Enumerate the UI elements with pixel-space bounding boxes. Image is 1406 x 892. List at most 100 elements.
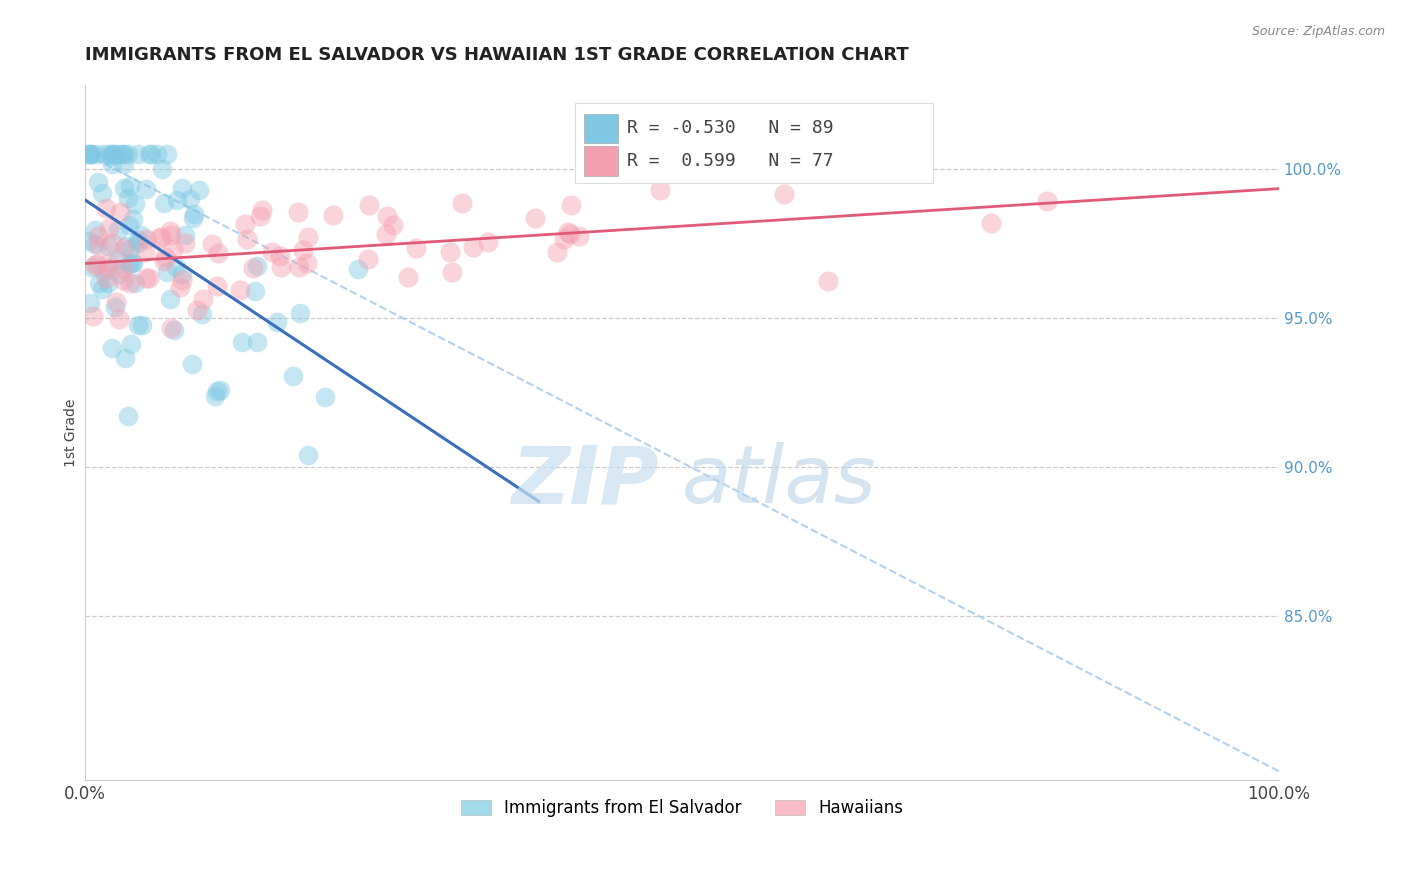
Point	[76, 146, 98, 161]
Text: R = -0.530   N = 89: R = -0.530 N = 89	[627, 120, 834, 137]
Point	[131, 318, 153, 332]
Point	[288, 306, 311, 320]
Point	[233, 217, 256, 231]
Point	[560, 227, 582, 242]
Point	[84, 223, 107, 237]
Point	[105, 295, 128, 310]
Point	[191, 292, 214, 306]
Point	[148, 230, 170, 244]
Point	[129, 227, 152, 242]
Point	[114, 351, 136, 365]
Point	[375, 227, 398, 242]
Point	[127, 318, 149, 332]
Point	[111, 261, 134, 276]
Point	[347, 261, 370, 276]
Point	[87, 175, 110, 189]
Point	[86, 257, 108, 271]
Point	[107, 267, 129, 281]
Point	[568, 229, 591, 244]
Point	[127, 233, 149, 247]
Point	[108, 146, 131, 161]
Point	[461, 240, 484, 254]
Point	[97, 276, 120, 290]
Point	[396, 269, 419, 284]
Point	[270, 260, 292, 275]
Point	[107, 252, 129, 267]
Point	[150, 229, 173, 244]
Point	[103, 146, 125, 161]
Point	[98, 146, 121, 161]
Point	[83, 258, 105, 272]
Point	[93, 264, 115, 278]
FancyBboxPatch shape	[575, 103, 932, 183]
Point	[160, 320, 183, 334]
Point	[159, 292, 181, 306]
Point	[375, 209, 398, 223]
Point	[172, 181, 194, 195]
Point	[112, 241, 135, 255]
Point	[112, 180, 135, 194]
Point	[252, 202, 274, 217]
Point	[112, 157, 135, 171]
Point	[80, 146, 103, 161]
Point	[159, 227, 181, 242]
Point	[87, 237, 110, 252]
Point	[91, 282, 114, 296]
Point	[155, 146, 177, 161]
Point	[281, 369, 304, 384]
Point	[76, 235, 98, 249]
Point	[314, 390, 336, 404]
Point	[94, 271, 117, 285]
Point	[291, 243, 314, 257]
Point	[236, 232, 259, 246]
Point	[249, 209, 271, 223]
Point	[246, 259, 269, 273]
Point	[94, 201, 117, 215]
Point	[97, 261, 120, 276]
Point	[173, 236, 195, 251]
Point	[405, 240, 427, 254]
Point	[159, 224, 181, 238]
Point	[112, 146, 135, 161]
Point	[97, 220, 120, 235]
Point	[93, 146, 115, 161]
Point	[138, 270, 160, 285]
Point	[165, 260, 187, 274]
Point	[84, 146, 107, 161]
Point	[356, 252, 378, 266]
Point	[162, 243, 184, 257]
Point	[111, 273, 134, 287]
Point	[163, 323, 186, 337]
Point	[297, 449, 319, 463]
Point	[557, 225, 579, 239]
Point	[205, 384, 228, 398]
FancyBboxPatch shape	[583, 146, 617, 176]
Point	[169, 279, 191, 293]
Point	[287, 260, 309, 274]
Point	[146, 146, 169, 161]
Point	[181, 358, 204, 372]
Point	[150, 161, 173, 176]
Point	[108, 205, 131, 219]
Point	[553, 232, 575, 246]
Point	[186, 303, 208, 318]
Point	[170, 267, 193, 281]
Point	[295, 256, 318, 270]
Point	[101, 157, 124, 171]
Text: atlas: atlas	[682, 442, 877, 520]
Point	[287, 205, 309, 219]
Point	[477, 235, 499, 250]
Point	[100, 149, 122, 163]
Point	[80, 260, 103, 274]
Point	[156, 265, 179, 279]
Point	[204, 388, 226, 402]
Point	[269, 249, 291, 263]
Point	[243, 284, 266, 298]
Point	[79, 146, 101, 161]
Point	[108, 311, 131, 326]
Point	[96, 239, 118, 253]
Point	[115, 239, 138, 253]
Point	[138, 146, 160, 161]
Point	[242, 260, 264, 275]
Point	[100, 146, 122, 161]
